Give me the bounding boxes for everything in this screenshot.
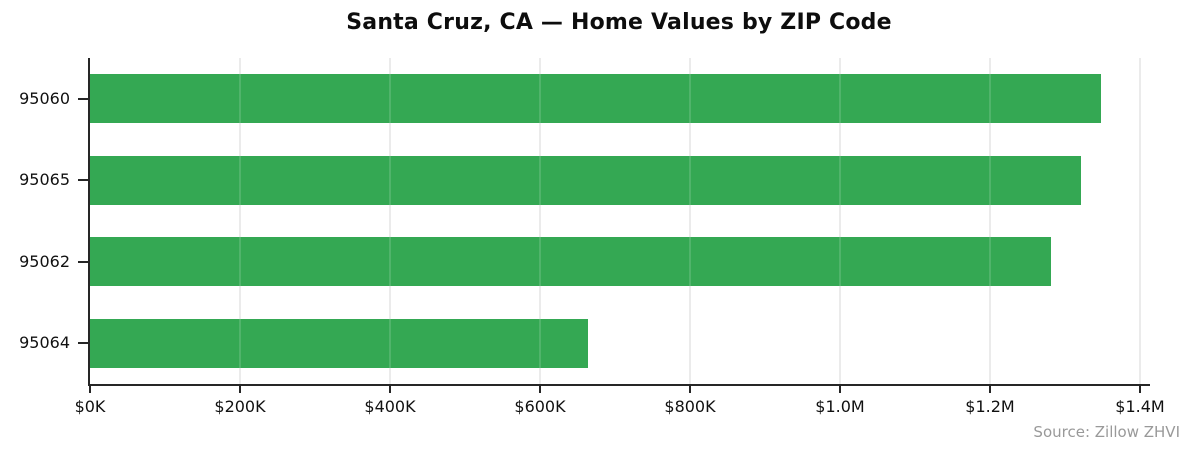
grid-line <box>389 58 391 384</box>
x-axis-tick <box>839 386 841 393</box>
grid-line-overlay <box>839 58 841 384</box>
x-axis-tick <box>539 386 541 393</box>
grid-line-overlay <box>989 58 991 384</box>
x-tick-label: $1.2M <box>965 397 1015 416</box>
x-tick-label: $1.4M <box>1115 397 1165 416</box>
x-axis-tick <box>989 386 991 393</box>
y-tick-label: 95062 <box>19 251 70 271</box>
x-tick-label: $600K <box>514 397 566 416</box>
grid-line <box>239 58 241 384</box>
x-tick-label: $800K <box>664 397 716 416</box>
grid-line-overlay <box>689 58 691 384</box>
chart-title: Santa Cruz, CA — Home Values by ZIP Code <box>346 10 892 35</box>
x-axis-tick <box>1139 386 1141 393</box>
y-axis-tick <box>78 342 88 345</box>
grid-line <box>689 58 691 384</box>
grid-line-overlay <box>1139 58 1141 384</box>
grid-line <box>1139 58 1141 384</box>
y-axis-tick <box>78 260 88 263</box>
y-tick-label: 95065 <box>19 170 70 190</box>
grid-line <box>539 58 541 384</box>
bar-95062 <box>90 237 1051 287</box>
bar-95064 <box>90 318 588 368</box>
grid-line <box>989 58 991 384</box>
y-tick-label: 95060 <box>19 88 70 108</box>
source-note: Source: Zillow ZHVI <box>1033 423 1180 441</box>
bar-95060 <box>90 74 1101 124</box>
y-axis-tick <box>78 97 88 100</box>
x-tick-label: $200K <box>214 397 266 416</box>
y-axis-tick <box>78 179 88 182</box>
grid-line-overlay <box>539 58 541 384</box>
x-axis-tick <box>89 386 91 393</box>
grid-line-overlay <box>239 58 241 384</box>
grid-line <box>839 58 841 384</box>
x-tick-label: $0K <box>74 397 106 416</box>
bar-95065 <box>90 155 1081 205</box>
grid-line-overlay <box>389 58 391 384</box>
plot-area <box>88 58 1150 386</box>
x-tick-label: $400K <box>364 397 416 416</box>
x-axis-tick <box>239 386 241 393</box>
y-tick-label: 95064 <box>19 333 70 353</box>
x-axis-tick <box>389 386 391 393</box>
x-tick-label: $1.0M <box>815 397 865 416</box>
x-axis-tick <box>689 386 691 393</box>
